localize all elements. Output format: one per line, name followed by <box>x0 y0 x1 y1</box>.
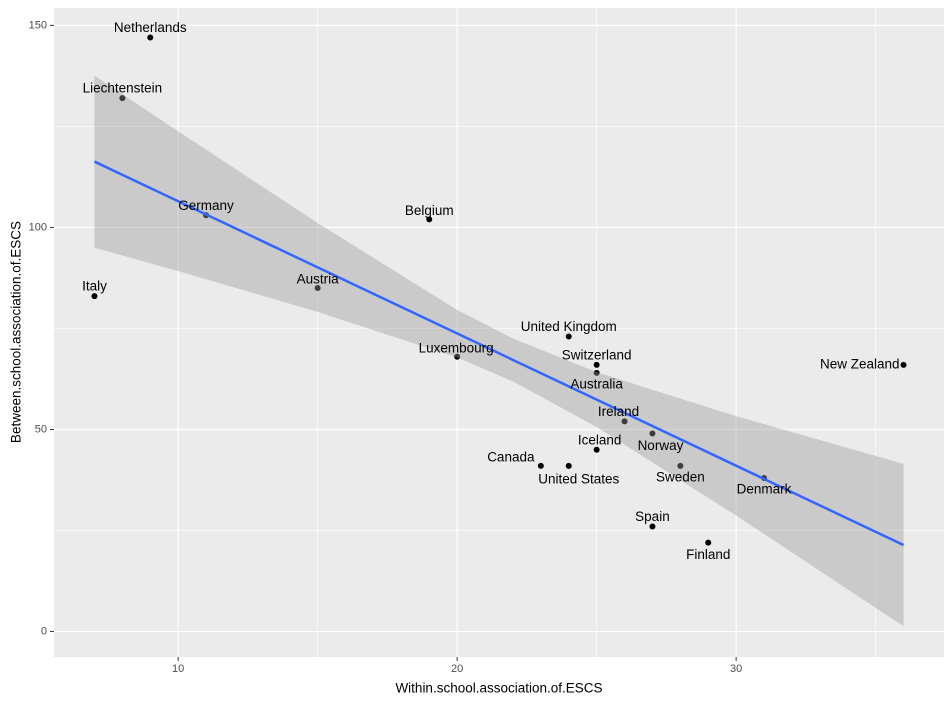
point-label: Germany <box>178 198 234 213</box>
point-label: Belgium <box>405 203 454 218</box>
point <box>537 462 544 469</box>
y-axis-title: Between.school.association.of.ESCS <box>9 221 24 443</box>
point-label: Netherlands <box>114 20 187 35</box>
point <box>900 361 907 368</box>
y-tick-label: 50 <box>35 423 47 435</box>
y-tick-label: 100 <box>29 221 47 233</box>
point <box>593 361 600 368</box>
point <box>426 216 433 223</box>
point-label: Australia <box>570 376 623 391</box>
y-tick-label: 150 <box>29 19 47 31</box>
point-label: New Zealand <box>820 356 900 371</box>
point <box>649 430 656 437</box>
point-label: Finland <box>686 547 730 562</box>
point <box>593 369 600 376</box>
point-label: Spain <box>635 509 670 524</box>
point <box>565 333 572 340</box>
point-label: Ireland <box>598 404 639 419</box>
x-tick-label: 10 <box>172 663 184 675</box>
point-label: United States <box>538 471 619 486</box>
point-label: Iceland <box>578 432 622 447</box>
x-axis-title: Within.school.association.of.ESCS <box>395 681 602 696</box>
y-tick-label: 0 <box>41 625 47 637</box>
point-label: Luxembourg <box>419 340 494 355</box>
point <box>314 285 321 292</box>
point-label: United Kingdom <box>521 319 617 334</box>
point <box>454 353 461 360</box>
point <box>593 446 600 453</box>
x-tick-label: 30 <box>730 663 742 675</box>
point-label: Liechtenstein <box>83 81 163 96</box>
point <box>649 523 656 530</box>
panel <box>54 8 944 657</box>
point-label: Austria <box>297 272 340 287</box>
point-label: Denmark <box>737 482 792 497</box>
point-label: Switzerland <box>562 347 632 362</box>
point-label: Canada <box>487 449 535 464</box>
point <box>705 539 712 546</box>
fit-line <box>93 160 905 547</box>
point-label: Sweden <box>656 469 705 484</box>
confidence-band <box>94 75 904 627</box>
point-label: Italy <box>82 279 107 294</box>
point <box>91 293 98 300</box>
point <box>565 462 572 469</box>
point <box>147 34 154 41</box>
x-tick-label: 20 <box>451 663 463 675</box>
point <box>119 95 126 102</box>
point <box>621 418 628 425</box>
point <box>677 462 684 469</box>
point-label: Norway <box>638 438 684 453</box>
